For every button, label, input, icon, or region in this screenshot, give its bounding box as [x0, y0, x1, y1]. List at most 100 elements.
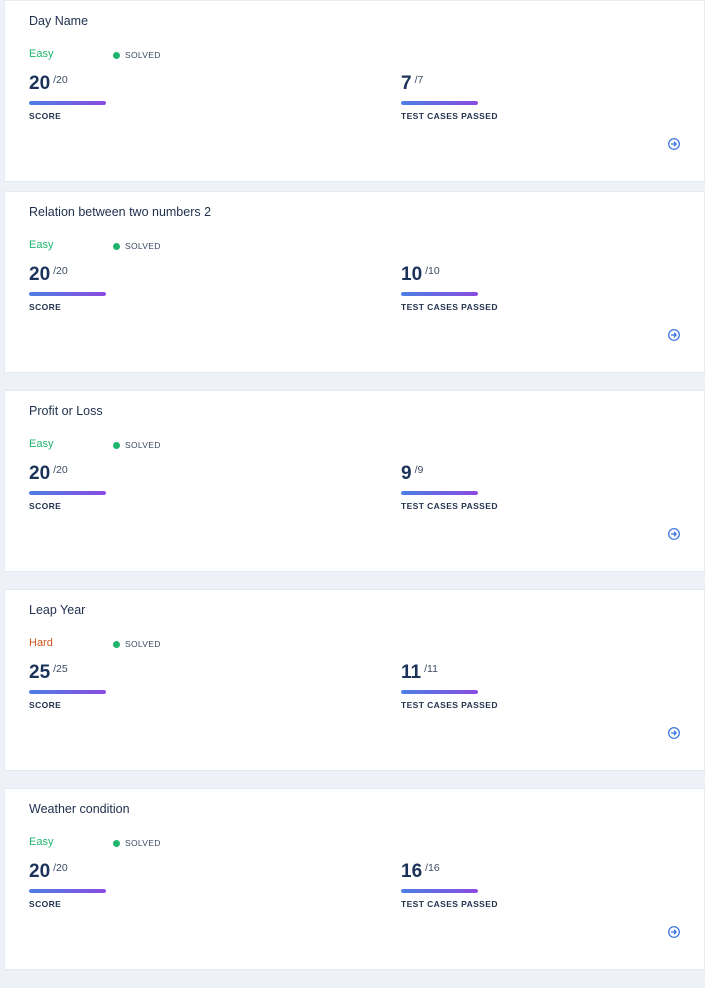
score-label: SCORE: [29, 501, 62, 511]
challenge-card: Weather condition Easy SOLVED 20 /20 SCO…: [4, 788, 705, 970]
tests-value: 11: [401, 662, 422, 683]
status-badge: SOLVED: [113, 50, 161, 60]
tests-label: TEST CASES PASSED: [401, 111, 498, 121]
score-metric: 20 /20 SCORE: [29, 264, 189, 312]
status-text: SOLVED: [125, 838, 161, 848]
score-total: /20: [53, 74, 68, 86]
score-progress-fill: [29, 101, 106, 105]
open-challenge-button[interactable]: [668, 925, 680, 938]
tests-value: 9: [401, 463, 412, 484]
score-total: /20: [53, 862, 68, 874]
status-text: SOLVED: [125, 440, 161, 450]
difficulty-label: Easy: [29, 836, 54, 848]
challenge-title[interactable]: Relation between two numbers 2: [29, 205, 212, 219]
score-value: 20: [29, 463, 51, 484]
open-challenge-button[interactable]: [668, 527, 680, 540]
tests-progress-bar: [401, 101, 478, 105]
score-progress-fill: [29, 491, 106, 495]
status-badge: SOLVED: [113, 838, 161, 848]
status-text: SOLVED: [125, 241, 161, 251]
challenge-card: Relation between two numbers 2 Easy SOLV…: [4, 191, 705, 373]
tests-progress-fill: [401, 491, 478, 495]
solved-dot-icon: [113, 839, 120, 847]
score-metric: 20 /20 SCORE: [29, 463, 189, 511]
score-progress-bar: [29, 889, 106, 893]
tests-total: /10: [425, 265, 440, 277]
score-total: /20: [53, 464, 68, 476]
status-badge: SOLVED: [113, 440, 161, 450]
score-progress-bar: [29, 491, 106, 495]
arrow-right-circle-icon: [668, 727, 680, 739]
score-label: SCORE: [29, 899, 62, 909]
tests-value: 7: [401, 73, 412, 94]
score-value: 20: [29, 73, 51, 94]
tests-value: 16: [401, 861, 423, 882]
tests-progress-bar: [401, 690, 478, 694]
status-badge: SOLVED: [113, 241, 161, 251]
open-challenge-button[interactable]: [668, 726, 680, 739]
tests-metric: 9 /9 TEST CASES PASSED: [401, 463, 561, 511]
tests-progress-bar: [401, 491, 478, 495]
tests-value: 10: [401, 264, 423, 285]
tests-total: /9: [414, 464, 424, 476]
challenge-card: Day Name Easy SOLVED 20 /20 SCORE 7 /7 T…: [4, 0, 705, 182]
challenge-title[interactable]: Day Name: [29, 14, 89, 28]
tests-metric: 10 /10 TEST CASES PASSED: [401, 264, 561, 312]
open-challenge-button[interactable]: [668, 137, 680, 150]
score-value: 20: [29, 264, 51, 285]
arrow-right-circle-icon: [668, 528, 680, 540]
challenge-card: Leap Year Hard SOLVED 25 /25 SCORE 11 /1…: [4, 589, 705, 771]
status-badge: SOLVED: [113, 639, 161, 649]
tests-metric: 7 /7 TEST CASES PASSED: [401, 73, 561, 121]
tests-progress-fill: [401, 101, 478, 105]
score-metric: 25 /25 SCORE: [29, 662, 189, 710]
score-progress-fill: [29, 690, 106, 694]
tests-total: /7: [414, 74, 424, 86]
tests-label: TEST CASES PASSED: [401, 501, 498, 511]
solved-dot-icon: [113, 242, 120, 250]
solved-dot-icon: [113, 640, 120, 648]
tests-progress-bar: [401, 889, 478, 893]
status-text: SOLVED: [125, 639, 161, 649]
score-label: SCORE: [29, 700, 62, 710]
status-text: SOLVED: [125, 50, 161, 60]
score-progress-fill: [29, 889, 106, 893]
open-challenge-button[interactable]: [668, 328, 680, 341]
score-progress-bar: [29, 101, 106, 105]
tests-label: TEST CASES PASSED: [401, 700, 498, 710]
score-label: SCORE: [29, 111, 62, 121]
tests-progress-bar: [401, 292, 478, 296]
score-progress-bar: [29, 292, 106, 296]
tests-progress-fill: [401, 889, 478, 893]
tests-progress-fill: [401, 292, 478, 296]
tests-progress-fill: [401, 690, 478, 694]
solved-dot-icon: [113, 441, 120, 449]
arrow-right-circle-icon: [668, 926, 680, 938]
score-value: 25: [29, 662, 51, 683]
difficulty-label: Hard: [29, 637, 53, 649]
tests-metric: 11 /11 TEST CASES PASSED: [401, 662, 561, 710]
arrow-right-circle-icon: [668, 138, 680, 150]
score-label: SCORE: [29, 302, 62, 312]
score-value: 20: [29, 861, 51, 882]
score-metric: 20 /20 SCORE: [29, 73, 189, 121]
difficulty-label: Easy: [29, 239, 54, 251]
score-metric: 20 /20 SCORE: [29, 861, 189, 909]
challenge-title[interactable]: Weather condition: [29, 802, 130, 816]
challenge-title[interactable]: Leap Year: [29, 603, 86, 617]
tests-total: /16: [425, 862, 440, 874]
difficulty-label: Easy: [29, 438, 54, 450]
tests-metric: 16 /16 TEST CASES PASSED: [401, 861, 561, 909]
score-total: /25: [53, 663, 68, 675]
score-progress-bar: [29, 690, 106, 694]
score-progress-fill: [29, 292, 106, 296]
difficulty-label: Easy: [29, 48, 54, 60]
tests-label: TEST CASES PASSED: [401, 302, 498, 312]
solved-dot-icon: [113, 51, 120, 59]
challenge-title[interactable]: Profit or Loss: [29, 404, 103, 418]
score-total: /20: [53, 265, 68, 277]
tests-total: /11: [424, 663, 438, 675]
challenge-card: Profit or Loss Easy SOLVED 20 /20 SCORE …: [4, 390, 705, 572]
tests-label: TEST CASES PASSED: [401, 899, 498, 909]
arrow-right-circle-icon: [668, 329, 680, 341]
